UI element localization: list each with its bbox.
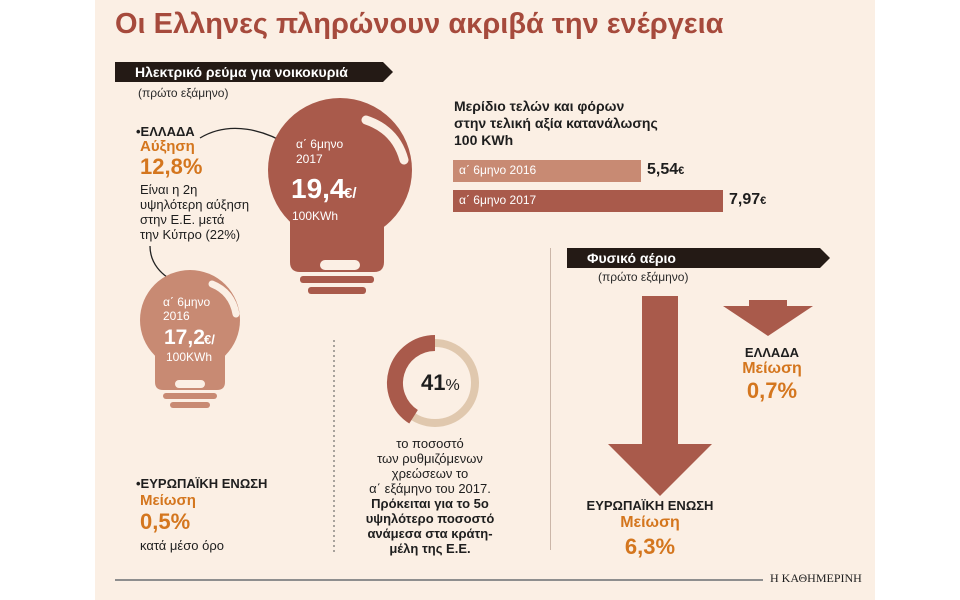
greece-note-line: την Κύπρο (22%) xyxy=(140,227,241,242)
gas-arrows-group xyxy=(608,296,813,496)
donut-caption-line: των ρυθμιζόμενων xyxy=(377,451,483,466)
page-title: Οι Ελληνες πληρώνουν ακριβά την ενέργεια xyxy=(115,8,724,40)
taxes-title-line: 100 KWh xyxy=(454,132,514,148)
tax-bar-value-number: 5,54 xyxy=(647,161,679,178)
donut-caption-line: χρεώσεων το xyxy=(391,466,469,481)
bulb-2017-period-1: α΄ 6μηνο xyxy=(296,137,344,151)
donut-caption: το ποσοστό των ρυθμιζόμενων χρεώσεων το … xyxy=(355,436,505,556)
tax-bar xyxy=(453,190,723,212)
taxes-bars: α΄ 6μηνο 2016 5,54€ α΄ 6μηνο 2017 7,97€ xyxy=(453,160,813,214)
donut-highlight-arc xyxy=(387,335,436,424)
donut-group xyxy=(387,335,479,427)
gas-banner-label: Φυσικό αέριο xyxy=(587,250,676,266)
donut-center-label: 41% xyxy=(421,370,460,396)
donut-value-number: 41 xyxy=(421,370,446,395)
electricity-period: (πρώτο εξάμηνο) xyxy=(138,86,229,100)
greece-electricity-country: •ΕΛΛΑΔΑ xyxy=(136,124,195,139)
greece-note-line: στην Ε.Ε. μετά xyxy=(140,212,225,227)
banner-arrow-tip xyxy=(820,248,830,268)
gas-banner: Φυσικό αέριο xyxy=(567,248,830,268)
eu-electricity-change-value: 0,5% xyxy=(140,509,191,534)
bulb-2017-icon xyxy=(268,98,412,294)
bulb-2017-unit-bottom: 100KWh xyxy=(292,209,338,223)
greece-electricity-note: Είναι η 2η υψηλότερη αύξηση στην Ε.Ε. με… xyxy=(140,182,249,242)
bulb-2016-period-1: α΄ 6μηνο xyxy=(163,295,211,309)
taxes-title: Μερίδιο τελών και φόρων στην τελική αξία… xyxy=(454,98,658,149)
greece-note-line: Είναι η 2η xyxy=(140,182,198,197)
gas-eu-change-label: Μείωση xyxy=(620,514,680,531)
eu-electricity-change-label: Μείωση xyxy=(140,492,196,509)
bulb-2017-period-2: 2017 xyxy=(296,152,323,166)
bulb-2016-value: 17,2 xyxy=(164,326,205,349)
donut-value-suffix: % xyxy=(445,377,460,394)
tax-bar-value-number: 7,97 xyxy=(729,191,761,208)
tax-bar xyxy=(453,160,641,182)
banner-arrow-tip xyxy=(383,62,393,82)
tax-bar-row: α΄ 6μηνο 2016 5,54€ xyxy=(453,160,813,182)
donut-caption-line: το ποσοστό xyxy=(396,436,464,451)
eu-electricity-note: κατά μέσο όρο xyxy=(140,538,224,553)
tax-bar-value: 7,97€ xyxy=(729,191,766,209)
bulb-2016-unit-top: €/ xyxy=(204,332,215,347)
section-divider xyxy=(550,248,551,550)
donut-caption-bold-line: ανάμεσα στα κράτη- xyxy=(367,526,493,541)
gas-greece-change-value: 0,7% xyxy=(746,378,798,403)
bulb-2017-value: 19,4 xyxy=(291,173,346,204)
bulb-2016-unit-bottom: 100KWh xyxy=(166,350,212,364)
eu-electricity-country: •ΕΥΡΩΠΑΪΚΗ ΕΝΩΣΗ xyxy=(136,476,268,491)
gas-greece-country: ΕΛΛΑΔΑ xyxy=(744,345,800,360)
greece-note-line: υψηλότερη αύξηση xyxy=(140,197,250,212)
gas-eu-change-value: 6,3% xyxy=(624,534,676,559)
tax-bar-value-currency: € xyxy=(678,165,685,177)
donut-chart xyxy=(387,335,479,427)
tax-bar-label: α΄ 6μηνο 2017 xyxy=(459,193,537,207)
gas-greece-arrow xyxy=(723,300,813,336)
source-label: Η ΚΑΘΗΜΕΡΙΝΗ xyxy=(770,571,862,585)
donut-caption-bold-line: μέλη της Ε.Ε. xyxy=(389,541,471,556)
footer-rule xyxy=(115,579,763,581)
electricity-banner: Ηλεκτρικό ρεύμα για νοικοκυριά xyxy=(115,62,393,82)
greece-electricity-change-label: Αύξηση xyxy=(140,138,195,155)
tax-bar-row: α΄ 6μηνο 2017 7,97€ xyxy=(453,190,813,212)
tax-bar-value-currency: € xyxy=(760,195,767,207)
tax-bar-label: α΄ 6μηνο 2016 xyxy=(459,163,537,177)
gas-eu-arrow xyxy=(608,296,712,496)
electricity-banner-label: Ηλεκτρικό ρεύμα για νοικοκυριά xyxy=(135,64,348,80)
bulb-2016-period-2: 2016 xyxy=(163,309,190,323)
gas-greece-change-label: Μείωση xyxy=(742,360,802,377)
taxes-title-line: Μερίδιο τελών και φόρων xyxy=(454,98,625,114)
gas-period: (πρώτο εξάμηνο) xyxy=(598,270,689,284)
bulb-2016-icon xyxy=(140,270,240,408)
donut-caption-bold-line: υψηλότερο ποσοστό xyxy=(365,511,495,526)
taxes-title-line: στην τελική αξία κατανάλωσης xyxy=(454,115,658,131)
donut-caption-bold-line: Πρόκειται για το 5ο xyxy=(371,496,489,511)
tax-bar-value: 5,54€ xyxy=(647,161,684,179)
greece-electricity-change-value: 12,8% xyxy=(140,154,203,179)
gas-eu-country: ΕΥΡΩΠΑΪΚΗ ΕΝΩΣΗ xyxy=(586,498,714,513)
bulb-2017-unit-top: €/ xyxy=(344,185,357,202)
donut-caption-line: α΄ εξάμηνο του 2017. xyxy=(369,481,491,496)
